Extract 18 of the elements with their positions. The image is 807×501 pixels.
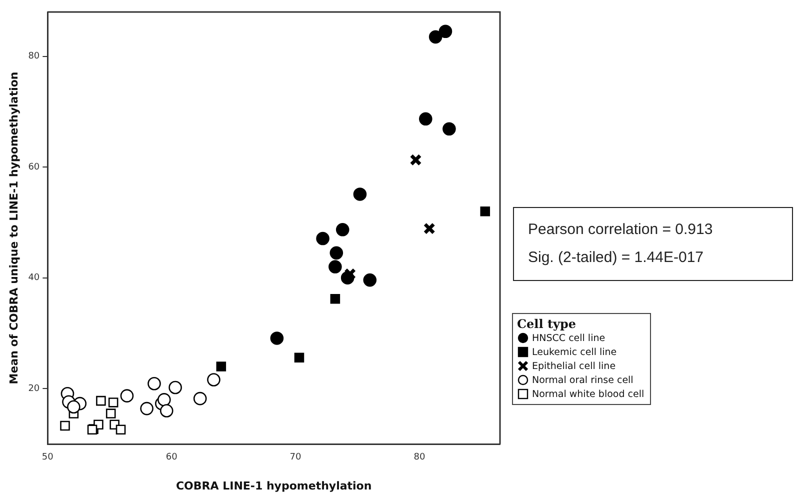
y-tick-label: 20	[28, 384, 40, 394]
x-tick-label: 80	[414, 452, 426, 463]
y-tick-label: 60	[28, 162, 40, 172]
legend-label: HNSCC cell line	[532, 332, 606, 344]
legend-label: Leukemic cell line	[532, 346, 617, 358]
x-tick-label: 70	[290, 452, 302, 463]
x-axis-title: COBRA LINE-1 hypomethylation	[176, 479, 372, 492]
legend-title: Cell type	[517, 317, 578, 331]
legend-label: Normal oral rinse cell	[532, 374, 634, 386]
text: Pearson correlation = 0.913	[528, 220, 714, 240]
legend-label: Normal white blood cell	[532, 388, 644, 400]
legend-label: Epithelial cell line	[532, 360, 616, 372]
x-tick-label: 50	[42, 452, 54, 463]
y-axis-title: Mean of COBRA unique to LINE-1 hypomethylation	[7, 72, 20, 384]
y-tick-label: 80	[28, 52, 40, 62]
text: Sig. (2-tailed) = 1.44E-017	[528, 248, 705, 268]
y-tick-label: 40	[28, 273, 40, 284]
x-tick-label: 60	[166, 452, 178, 463]
